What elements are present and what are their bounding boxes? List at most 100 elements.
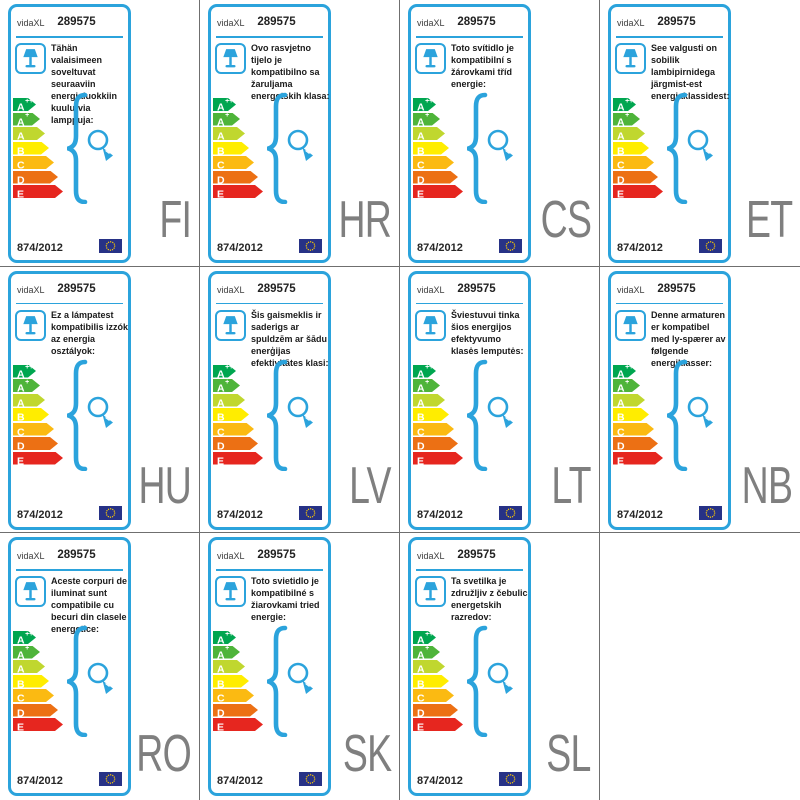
- class-sup: +: [425, 378, 430, 386]
- energy-class-arrow: A+: [13, 646, 40, 659]
- compatibility-text: Toto svietidlo je kompatibilné s žiarovk…: [251, 576, 320, 622]
- class-letter: D: [417, 707, 425, 719]
- energy-class-arrow: C: [13, 156, 54, 169]
- class-letter: A: [417, 130, 425, 143]
- language-code: SK: [342, 725, 391, 783]
- model-number: 289575: [257, 16, 296, 28]
- class-letter: A: [217, 101, 225, 114]
- class-letter: A: [17, 634, 25, 647]
- table-lamp-icon: [23, 49, 38, 68]
- energy-class-arrow: C: [413, 156, 454, 169]
- compatibility-text: Toto svítidlo je kompatibilní s žárovkam…: [451, 43, 514, 89]
- header-divider: [16, 36, 123, 38]
- eu-flag-icon: [499, 239, 522, 253]
- eu-flag-icon: [99, 505, 122, 520]
- class-letter: B: [17, 145, 25, 157]
- regulation-number: 874/2012: [217, 242, 263, 254]
- class-sup: ++: [25, 630, 34, 638]
- energy-class-arrow: D: [13, 704, 58, 717]
- class-letter: D: [417, 440, 425, 453]
- energy-class-arrow: E: [13, 185, 63, 198]
- compatibility-text: Ez a lámpatest kompatibilis izzók az ene…: [51, 309, 129, 356]
- model-number: 289575: [657, 282, 696, 295]
- energy-class-arrow: A+: [13, 379, 40, 392]
- energy-class-arrow: A+: [213, 113, 240, 126]
- header-divider: [616, 302, 723, 304]
- light-bulb-icon: [687, 396, 713, 428]
- class-letter: B: [417, 678, 425, 690]
- class-letter: D: [17, 440, 25, 453]
- energy-class-arrow: A: [213, 127, 245, 140]
- model-number: 289575: [57, 549, 96, 561]
- language-code: RO: [136, 725, 191, 783]
- empty-cell: [600, 533, 800, 800]
- class-letter: D: [17, 707, 25, 719]
- class-letter: E: [17, 455, 25, 467]
- light-bulb-icon: [487, 129, 513, 161]
- energy-label-card: vidaXL 289575 Ovo rasvjetno tijelo je ko…: [200, 0, 400, 267]
- eu-flag-icon: [699, 505, 722, 520]
- energy-label-card: vidaXL 289575 Denne armaturen er kompati…: [600, 266, 800, 533]
- regulation-number: 874/2012: [617, 242, 663, 254]
- eu-flag-icon: [99, 772, 122, 786]
- class-letter: A: [417, 649, 425, 661]
- header-divider: [16, 302, 123, 304]
- energy-class-arrow: B: [213, 675, 249, 688]
- energy-class-arrow: D: [613, 437, 658, 450]
- regulation-number: 874/2012: [17, 508, 63, 521]
- energy-label-card: vidaXL 289575 Aceste corpuri de iluminat…: [0, 533, 200, 800]
- class-letter: B: [217, 145, 225, 157]
- class-letter: E: [17, 721, 25, 734]
- class-sup: ++: [225, 630, 234, 638]
- energy-class-scale: A++ A+ A B C D E: [13, 631, 63, 733]
- eu-flag-icon: [299, 772, 322, 786]
- class-letter: A: [217, 130, 225, 143]
- class-sup: +: [25, 645, 30, 652]
- language-code: CS: [540, 190, 591, 249]
- class-letter: A: [17, 649, 25, 661]
- energy-class-arrow: A++: [13, 365, 36, 378]
- energy-class-arrow: A+: [413, 379, 440, 392]
- lamp-icon-box: [215, 309, 246, 341]
- light-bulb-icon: [87, 129, 113, 161]
- regulation-number: 874/2012: [417, 242, 463, 254]
- label-frame: vidaXL 289575 Tähän valaisimeen soveltuv…: [8, 4, 131, 263]
- label-frame: vidaXL 289575 Denne armaturen er kompati…: [608, 270, 731, 530]
- curly-brace-icon: [67, 92, 113, 204]
- class-letter: A: [17, 130, 25, 143]
- language-code: HU: [138, 457, 191, 515]
- regulation-number: 874/2012: [417, 775, 463, 787]
- light-bulb-icon: [487, 396, 513, 428]
- class-letter: C: [617, 159, 625, 172]
- model-number: 289575: [257, 549, 296, 561]
- class-letter: A: [617, 101, 625, 114]
- energy-class-arrow: C: [413, 423, 454, 436]
- class-letter: C: [617, 426, 625, 438]
- language-code: SL: [546, 725, 592, 783]
- class-sup: ++: [25, 364, 34, 371]
- header-divider: [416, 36, 523, 38]
- energy-class-arrow: A++: [13, 631, 36, 644]
- class-letter: A: [617, 130, 625, 143]
- lamp-icon-box: [615, 43, 646, 74]
- lamp-icon-box: [415, 576, 446, 607]
- language-code: LT: [551, 457, 592, 515]
- energy-label-card: vidaXL 289575 See valgusti on sobilik la…: [600, 0, 800, 267]
- energy-class-scale: A++ A+ A B C D E: [13, 365, 63, 467]
- class-letter: D: [17, 174, 25, 186]
- energy-class-arrow: C: [213, 156, 254, 169]
- class-letter: D: [417, 174, 425, 186]
- class-letter: C: [217, 426, 225, 438]
- class-letter: D: [217, 174, 225, 186]
- curly-brace-icon: [667, 92, 713, 204]
- energy-class-arrow: C: [213, 689, 254, 702]
- table-lamp-icon: [423, 315, 438, 334]
- lamp-icon-box: [615, 309, 646, 341]
- energy-class-arrow: C: [613, 156, 654, 169]
- class-letter: A: [17, 368, 25, 380]
- compatibility-text: Šis gaismeklis ir saderigs ar spuldzēm a…: [251, 309, 329, 368]
- regulation-number: 874/2012: [417, 508, 463, 521]
- energy-class-arrow: A+: [413, 646, 440, 659]
- class-letter: D: [617, 174, 625, 186]
- compatibility-text: Ovo rasvjetno tijelo je kompatibilno sa …: [251, 43, 330, 101]
